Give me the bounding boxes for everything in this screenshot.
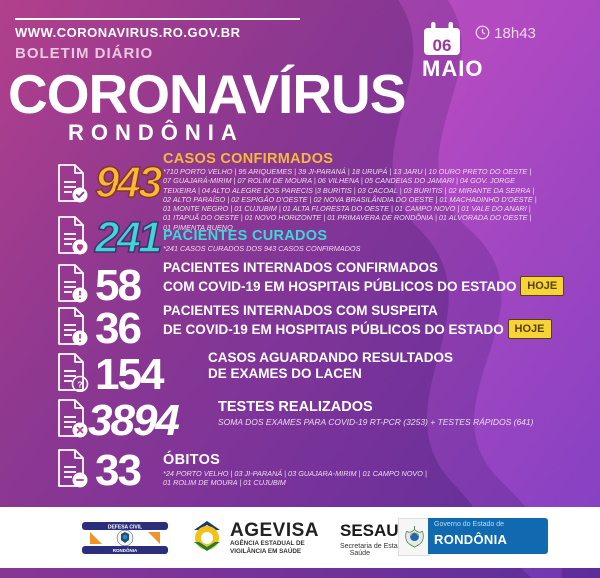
svg-text:06: 06	[433, 36, 452, 55]
svg-text:RONDÔNIA: RONDÔNIA	[113, 546, 138, 553]
svg-text:?: ?	[77, 380, 82, 390]
svg-text:DEFESA CIVIL: DEFESA CIVIL	[108, 525, 142, 531]
